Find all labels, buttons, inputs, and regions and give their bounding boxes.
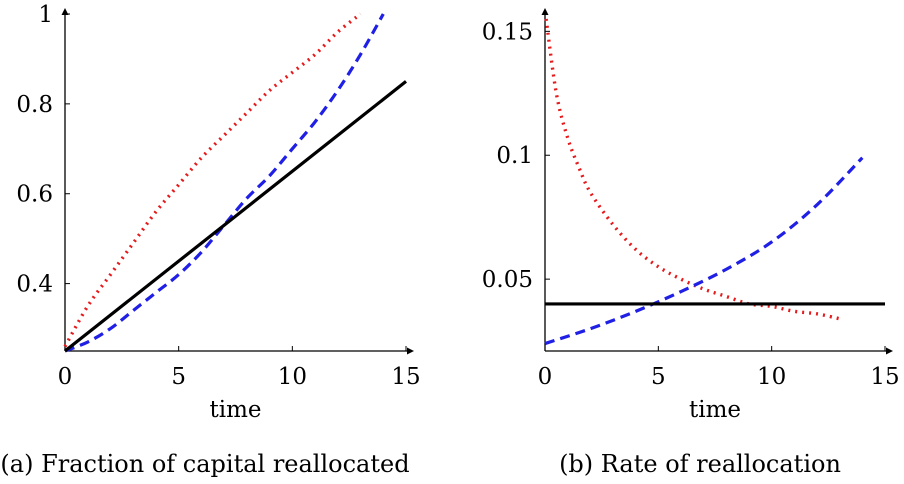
panel-b-x-axis-arrow xyxy=(886,347,893,355)
panel-a-x-tick-label: 5 xyxy=(171,364,186,390)
panel-b-caption: (b) Rate of reallocation xyxy=(559,450,841,478)
panel-b-chart: 0 5 10 15 0.05 0.1 0.15 time xyxy=(482,8,900,423)
panel-a-y-tick-label: 0.6 xyxy=(16,182,53,208)
panel-b-y-tick-label: 0.05 xyxy=(482,267,533,293)
panel-a-blue-dashed-series-line xyxy=(64,13,385,353)
panel-b-y-tick-label: 0.15 xyxy=(482,19,533,45)
panel-b-blue-dashed-series-line xyxy=(544,156,864,346)
panel-a-y-tick-label: 1 xyxy=(38,2,53,28)
panel-a-y-tick-label: 0.4 xyxy=(16,272,53,298)
panel-a-x-tick-label: 0 xyxy=(58,364,73,390)
panel-a-x-axis-label: time xyxy=(209,397,261,423)
panel-b-x-tick-label: 0 xyxy=(538,364,553,390)
panel-b-red-dotted-series-line xyxy=(544,18,841,321)
panel-b-x-tick-label: 15 xyxy=(870,364,899,390)
panel-b-x-tick-label: 5 xyxy=(651,364,666,390)
panel-b-y-axis-arrow xyxy=(541,8,549,15)
panel-a-x-tick-label: 15 xyxy=(391,364,420,390)
panel-a-black-solid-series-line xyxy=(64,80,407,353)
panel-a-chart: 0 5 10 15 0.4 0.6 0.8 1 time xyxy=(16,2,420,423)
panel-a-x-axis-arrow xyxy=(407,347,414,355)
panel-b-x-axis-label: time xyxy=(689,397,741,423)
panel-a-y-tick-label: 0.8 xyxy=(16,92,53,118)
panel-b-y-tick-label: 0.1 xyxy=(496,143,533,169)
panel-a-caption: (a) Fraction of capital reallocated xyxy=(0,450,409,478)
panel-a-y-axis-arrow xyxy=(61,8,69,15)
panel-a-x-tick-label: 10 xyxy=(278,364,307,390)
panel-a-red-dotted-series-line xyxy=(63,12,362,348)
panel-b-x-tick-label: 10 xyxy=(757,364,786,390)
